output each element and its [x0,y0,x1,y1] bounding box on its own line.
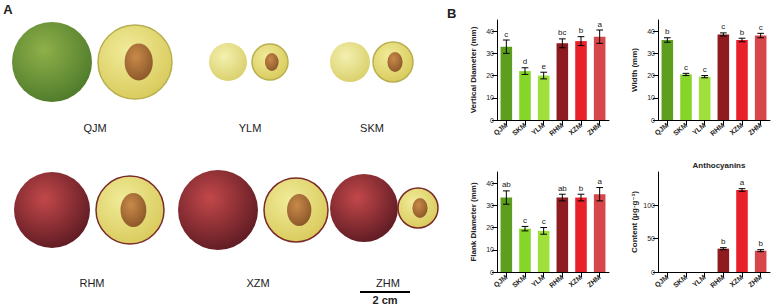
svg-text:c: c [684,63,688,72]
svg-text:20: 20 [486,224,494,231]
svg-text:c: c [523,216,527,225]
svg-text:ZHM: ZHM [747,121,763,136]
svg-text:B: B [447,6,456,21]
svg-text:ZHM: ZHM [586,273,602,288]
svg-text:Vertical Diameter (mm): Vertical Diameter (mm) [469,26,478,113]
svg-text:ZHM: ZHM [747,273,763,288]
svg-text:a: a [597,20,602,29]
svg-text:QJM: QJM [653,273,670,289]
svg-text:b: b [665,27,670,36]
svg-text:ab: ab [558,184,567,193]
svg-text:c: c [721,22,725,31]
svg-text:XZM: XZM [728,121,744,136]
svg-text:QJM: QJM [492,121,509,137]
svg-text:c: c [504,30,508,39]
svg-text:c: c [759,23,763,32]
svg-text:Flank Diameter (mm): Flank Diameter (mm) [469,182,478,261]
svg-text:0: 0 [651,269,655,276]
svg-text:YLM: YLM [691,121,707,136]
svg-text:a: a [740,178,745,187]
svg-text:c: c [542,217,546,226]
svg-text:ZHM: ZHM [586,121,602,136]
svg-text:SKM: SKM [672,121,689,136]
svg-text:RHM: RHM [709,273,726,289]
svg-text:QJM: QJM [653,121,670,137]
svg-text:10: 10 [647,94,655,101]
svg-text:RHM: RHM [548,273,565,289]
svg-text:0: 0 [490,117,494,124]
svg-text:SKM: SKM [672,273,689,288]
svg-text:b: b [740,28,745,37]
svg-text:c: c [703,65,707,74]
svg-text:10: 10 [486,94,494,101]
svg-text:SKM: SKM [511,121,528,136]
svg-text:40: 40 [647,28,655,35]
svg-text:b: b [721,237,726,246]
svg-text:bc: bc [558,28,566,37]
svg-text:a: a [597,177,602,186]
svg-text:Anthocyanins: Anthocyanins [693,161,746,170]
svg-text:XZM: XZM [567,273,583,288]
svg-text:A: A [3,2,13,17]
svg-text:30: 30 [647,50,655,57]
svg-text:0: 0 [651,117,655,124]
svg-text:YLM: YLM [530,273,546,288]
svg-text:RHM: RHM [79,277,104,289]
svg-text:20: 20 [647,72,655,79]
svg-text:e: e [541,62,546,71]
svg-text:Content (μg·g⁻¹): Content (μg·g⁻¹) [630,191,639,253]
svg-text:d: d [523,57,527,66]
svg-text:0: 0 [490,269,494,276]
svg-text:100: 100 [643,202,655,209]
svg-text:RHM: RHM [709,121,726,137]
svg-text:QJM: QJM [83,122,106,134]
svg-text:SKM: SKM [360,122,384,134]
svg-text:SKM: SKM [511,273,528,288]
svg-text:40: 40 [486,28,494,35]
svg-text:RHM: RHM [548,121,565,137]
svg-text:30: 30 [486,50,494,57]
svg-text:2 cm: 2 cm [372,294,397,306]
svg-text:YLM: YLM [530,121,546,136]
svg-text:QJM: QJM [492,273,509,289]
svg-text:40: 40 [486,180,494,187]
svg-text:b: b [758,239,763,248]
svg-text:20: 20 [486,72,494,79]
svg-text:XZM: XZM [567,121,583,136]
svg-text:b: b [579,26,584,35]
svg-text:30: 30 [486,202,494,209]
svg-text:YLM: YLM [691,273,707,288]
svg-text:XZM: XZM [728,273,744,288]
svg-text:ab: ab [502,180,511,189]
svg-text:50: 50 [647,235,655,242]
svg-text:Width (mm): Width (mm) [630,48,639,92]
svg-text:XZM: XZM [246,277,269,289]
svg-text:10: 10 [486,246,494,253]
svg-text:YLM: YLM [239,122,262,134]
svg-text:b: b [579,184,584,193]
svg-text:ZHM: ZHM [376,277,400,289]
